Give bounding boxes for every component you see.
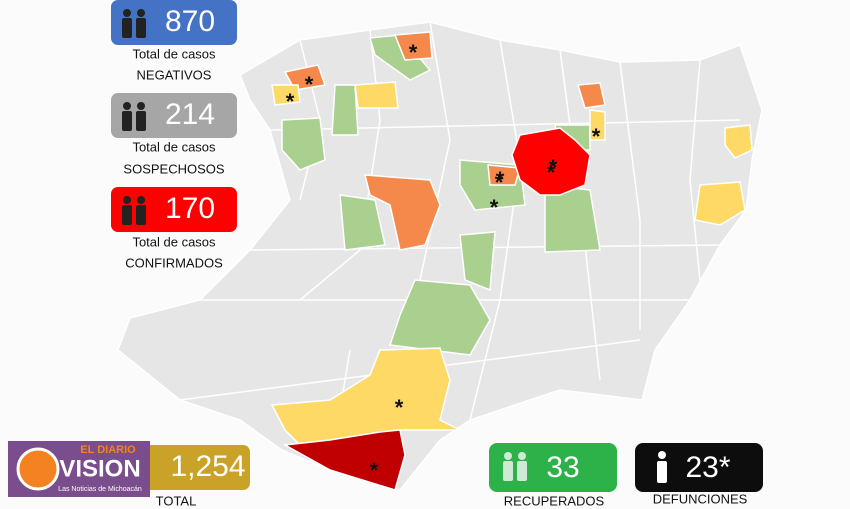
badge-caption: Total de casos [132, 139, 216, 154]
badge-caption: Total de casos [132, 234, 216, 249]
logo-name: VISION [59, 455, 140, 482]
map-marker: * [286, 89, 295, 114]
badge-caption: NEGATIVOS [137, 67, 212, 82]
logo-tagline: Las Noticias de Michoacán [58, 486, 142, 493]
people-icon [122, 196, 146, 225]
map: ********** * [117, 21, 763, 491]
map-marker: * [395, 395, 404, 420]
total-caption: TOTAL [156, 493, 197, 508]
deaths-value: 23* [685, 451, 730, 484]
region-red [511, 127, 591, 196]
people-icon [122, 9, 146, 38]
region-orange [577, 82, 606, 109]
people-icon [503, 452, 527, 481]
badge-sospechosos: 214 Total de casos SOSPECHOSOS [111, 93, 237, 176]
map-marker: * [496, 167, 505, 192]
deaths-badge: 23* DEFUNCIONES [635, 443, 763, 506]
recovered-badge: 33 RECUPERADOS [489, 443, 617, 508]
deaths-caption: DEFUNCIONES [653, 491, 748, 506]
recovered-value: 33 [546, 451, 579, 484]
badge-value: 214 [165, 98, 215, 131]
badge-caption: SOSPECHOSOS [123, 161, 224, 176]
region-green [459, 231, 496, 292]
region-orange [364, 174, 441, 251]
region-orange [487, 164, 521, 186]
map-marker: * [592, 124, 601, 149]
region-green [388, 279, 491, 356]
total-badge: 1,254 TOTAL [140, 445, 250, 508]
region-green [281, 117, 326, 171]
total-value: 1,254 [170, 450, 245, 483]
badge-negativos: 870 Total de casos NEGATIVOS [111, 0, 237, 82]
badge-value: 170 [165, 192, 215, 225]
logo: EL DIARIO VISION Las Noticias de Michoac… [8, 441, 150, 497]
region-orange [393, 31, 433, 61]
map-marker: * [370, 458, 379, 483]
badge [140, 445, 250, 490]
logo-top: EL DIARIO [80, 444, 136, 456]
badge-caption: CONFIRMADOS [125, 255, 223, 270]
region-darkred [282, 429, 406, 491]
region-yellow [354, 81, 399, 109]
map-marker: * [549, 155, 558, 180]
map-marker: * [305, 72, 314, 97]
logo-circle [16, 447, 60, 491]
region-yellow [724, 124, 753, 159]
people-icon [122, 102, 146, 131]
region-orange [283, 64, 327, 91]
region-yellow [589, 109, 606, 141]
region-yellow [694, 181, 746, 226]
map-marker: * [547, 160, 556, 185]
map-marker: * [495, 170, 504, 195]
region-green [339, 194, 386, 251]
region-yellow [271, 84, 301, 106]
region-green [331, 84, 359, 136]
map-marker: * [490, 195, 499, 220]
badge-caption: Total de casos [132, 46, 216, 61]
badge-confirmados: 170 Total de casos CONFIRMADOS [111, 187, 237, 270]
map-marker: * [409, 40, 418, 65]
person-icon [657, 451, 667, 483]
badge-value: 870 [165, 5, 215, 38]
recovered-caption: RECUPERADOS [504, 493, 605, 508]
